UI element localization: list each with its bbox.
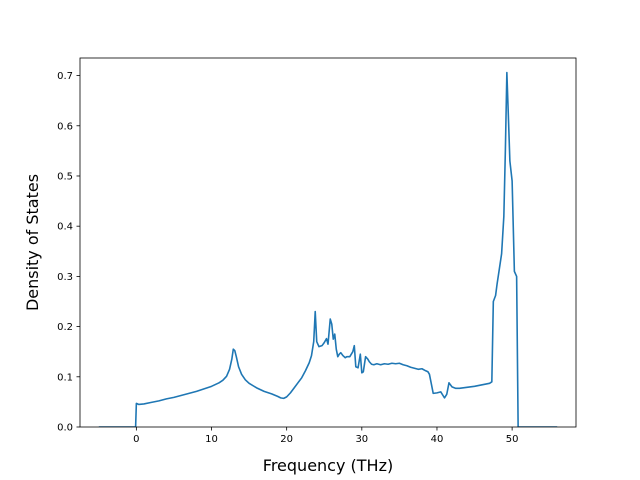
y-tick-label: 0.6 bbox=[57, 121, 73, 132]
x-axis: 0 10 20 30 40 50 bbox=[133, 427, 518, 445]
x-axis-label: Frequency (THz) bbox=[263, 456, 393, 475]
x-tick-label: 40 bbox=[431, 434, 444, 445]
y-tick-label: 0.5 bbox=[57, 171, 73, 182]
x-tick-label: 50 bbox=[506, 434, 519, 445]
axes-frame bbox=[79, 57, 577, 428]
x-tick-label: 0 bbox=[133, 434, 139, 445]
x-tick-label: 30 bbox=[355, 434, 368, 445]
plot-area bbox=[98, 71, 558, 427]
dos-series-line-0 bbox=[98, 71, 558, 427]
x-tick-label: 10 bbox=[205, 434, 218, 445]
y-axis: 0.0 0.1 0.2 0.3 0.4 0.5 0.6 0.7 bbox=[57, 71, 80, 434]
y-tick-label: 0.4 bbox=[57, 222, 73, 233]
y-axis-label: Density of States bbox=[23, 174, 42, 311]
y-tick-label: 0.1 bbox=[57, 372, 73, 383]
y-tick-label: 0.3 bbox=[57, 272, 73, 283]
y-tick-label: 0.0 bbox=[57, 423, 73, 434]
x-tick-label: 20 bbox=[280, 434, 293, 445]
y-tick-label: 0.2 bbox=[57, 322, 73, 333]
y-tick-label: 0.7 bbox=[57, 71, 73, 82]
